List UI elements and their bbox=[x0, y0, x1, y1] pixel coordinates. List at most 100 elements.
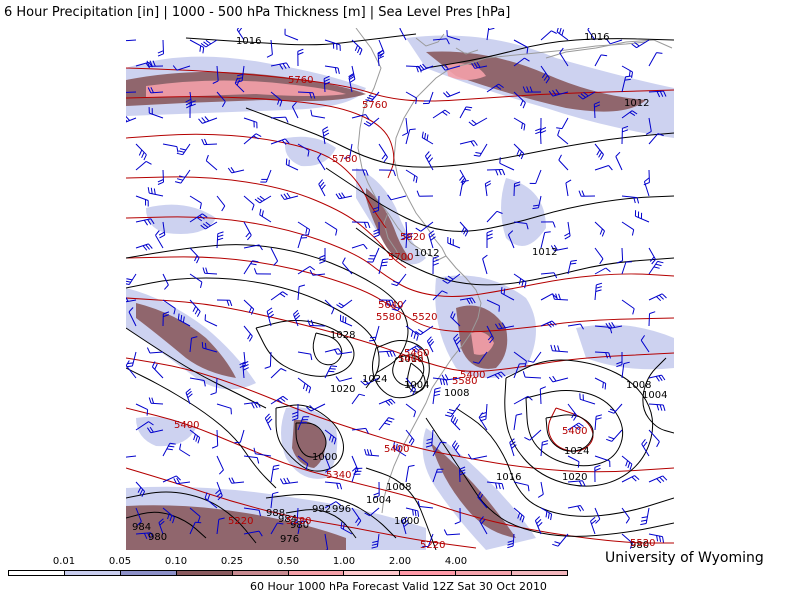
wind-barb bbox=[405, 429, 415, 446]
precip-area bbox=[471, 331, 494, 355]
wind-barb bbox=[365, 91, 380, 102]
wind-barb bbox=[405, 169, 418, 183]
legend-swatch bbox=[456, 571, 513, 575]
wind-barb bbox=[317, 153, 326, 171]
legend-label: 0.05 bbox=[108, 556, 132, 567]
wind-barb bbox=[540, 507, 553, 521]
thickness-label: 5640 bbox=[378, 300, 403, 311]
wind-barb bbox=[351, 221, 371, 229]
wind-barb bbox=[158, 518, 165, 535]
thickness-line bbox=[548, 407, 594, 452]
pressure-label: 1024 bbox=[362, 374, 387, 385]
wind-barb bbox=[444, 403, 461, 418]
wind-barb bbox=[645, 117, 652, 135]
wind-barb bbox=[348, 74, 355, 93]
wind-barb bbox=[146, 347, 164, 354]
wind-barb bbox=[532, 195, 542, 210]
thickness-line bbox=[126, 297, 674, 372]
wind-barb bbox=[151, 361, 164, 379]
wind-barb bbox=[486, 210, 503, 223]
wind-barb bbox=[371, 533, 380, 549]
thickness-line bbox=[126, 176, 407, 269]
wind-barb bbox=[293, 309, 301, 327]
wind-barb bbox=[648, 247, 656, 265]
wind-barb bbox=[372, 195, 380, 213]
wind-barb bbox=[422, 533, 434, 548]
wind-barb bbox=[126, 273, 137, 285]
thickness-label: 5580 bbox=[452, 376, 477, 387]
thickness-line bbox=[126, 96, 395, 179]
wind-barb bbox=[176, 143, 191, 156]
wind-barb bbox=[594, 143, 604, 160]
arctic-islands bbox=[415, 33, 479, 55]
wind-barb bbox=[216, 91, 226, 108]
wind-barb bbox=[297, 284, 306, 301]
wind-barb bbox=[537, 481, 544, 498]
wind-barb bbox=[500, 287, 515, 301]
wind-barb bbox=[594, 165, 613, 171]
wind-barb bbox=[648, 133, 664, 145]
thickness-label: 5580 bbox=[376, 312, 401, 323]
wind-barb bbox=[270, 62, 291, 70]
wind-barb bbox=[146, 60, 164, 67]
pressure-label: 1008 bbox=[626, 380, 651, 391]
thickness-label: 5700 bbox=[388, 252, 413, 263]
wind-barb bbox=[616, 352, 623, 368]
wind-barb bbox=[351, 427, 369, 434]
precip-area bbox=[136, 303, 236, 378]
wind-barb bbox=[360, 377, 380, 386]
wind-barb bbox=[243, 221, 252, 241]
pressure-label: 992 bbox=[312, 504, 331, 515]
wind-barb bbox=[158, 221, 166, 239]
wind-barb bbox=[539, 386, 546, 405]
thickness-label: 5760 bbox=[332, 154, 357, 165]
wind-barb bbox=[204, 314, 218, 327]
thickness-label: 5400 bbox=[174, 420, 199, 431]
isobar-line bbox=[371, 340, 430, 399]
wind-barb bbox=[135, 143, 147, 161]
wind-barb bbox=[135, 532, 154, 540]
wind-barb bbox=[162, 143, 179, 153]
wind-barb bbox=[459, 106, 473, 119]
wind-barb bbox=[284, 28, 299, 41]
wind-barb bbox=[484, 180, 492, 197]
wind-barb bbox=[621, 361, 630, 379]
wind-barb bbox=[594, 247, 604, 265]
isobar-line bbox=[255, 320, 355, 377]
wind-barb bbox=[126, 296, 137, 303]
wind-barb bbox=[324, 533, 329, 550]
isobar-line bbox=[392, 354, 425, 387]
wind-barb bbox=[322, 126, 330, 145]
wind-barb bbox=[297, 221, 311, 236]
pressure-label: 1028 bbox=[330, 330, 355, 341]
wind-barb bbox=[513, 39, 529, 54]
wind-barb bbox=[648, 475, 668, 484]
precip-area bbox=[126, 505, 346, 550]
pressure-label: 996 bbox=[332, 504, 351, 515]
wind-barb bbox=[198, 116, 218, 124]
wind-barb bbox=[648, 260, 664, 275]
wind-barb bbox=[324, 481, 343, 490]
wind-barb bbox=[426, 336, 435, 353]
wind-barb bbox=[270, 491, 279, 509]
wind-barb bbox=[540, 231, 551, 249]
wind-barb bbox=[297, 455, 309, 470]
wind-barb bbox=[201, 342, 218, 353]
wind-barb bbox=[172, 65, 191, 71]
wind-barb bbox=[432, 387, 441, 405]
wind-barb bbox=[441, 374, 461, 381]
wind-barb bbox=[513, 351, 527, 368]
isobar-line bbox=[126, 367, 277, 489]
wind-barb bbox=[473, 143, 488, 157]
north-america-coast bbox=[355, 28, 647, 261]
wind-barb bbox=[577, 91, 596, 100]
thickness-label: 5760 bbox=[288, 75, 313, 86]
wind-barb bbox=[587, 28, 596, 41]
wind-barb bbox=[472, 351, 488, 364]
wind-barb bbox=[509, 438, 517, 457]
wind-barb bbox=[432, 468, 444, 483]
wind-barb bbox=[259, 208, 272, 223]
isobar-line bbox=[325, 167, 674, 232]
isobar-line bbox=[407, 362, 426, 393]
wind-barb bbox=[405, 91, 418, 105]
